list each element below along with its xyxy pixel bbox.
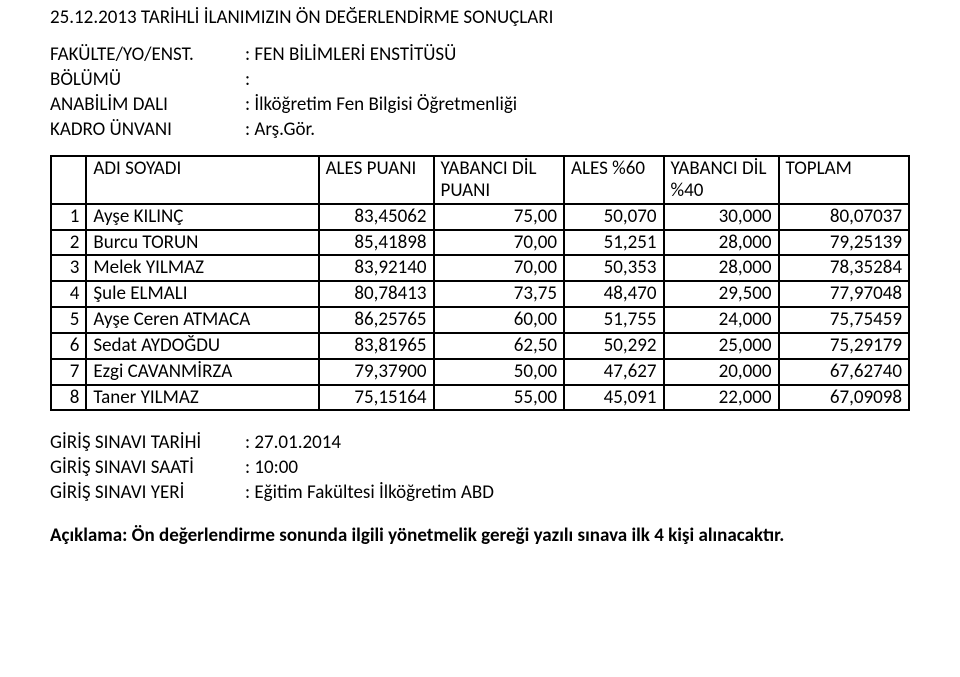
cell-p1: 75,15164	[319, 385, 434, 411]
meta-value: :	[245, 68, 250, 91]
cell-p3: 51,251	[564, 230, 664, 256]
cell-p5: 67,09098	[779, 385, 910, 411]
cell-p3: 50,292	[564, 333, 664, 359]
meta-label: GİRİŞ SINAVI SAATİ	[50, 456, 245, 479]
meta-label: FAKÜLTE/YO/ENST.	[50, 43, 245, 66]
cell-idx: 8	[51, 385, 86, 411]
cell-idx: 7	[51, 359, 86, 385]
meta-value: : 10:00	[245, 456, 298, 479]
col-header-p3: ALES %60	[564, 156, 664, 204]
cell-p5: 78,35284	[779, 255, 910, 281]
cell-p1: 86,25765	[319, 307, 434, 333]
cell-p3: 51,755	[564, 307, 664, 333]
cell-p3: 47,627	[564, 359, 664, 385]
cell-p2: 73,75	[434, 281, 564, 307]
meta-label: BÖLÜMÜ	[50, 68, 245, 91]
meta-value: : FEN BİLİMLERİ ENSTİTÜSÜ	[245, 43, 456, 66]
cell-p2: 75,00	[434, 204, 564, 230]
table-row: 6 Sedat AYDOĞDU 83,81965 62,50 50,292 25…	[51, 333, 909, 359]
cell-p1: 83,45062	[319, 204, 434, 230]
col-header-p1: ALES PUANI	[319, 156, 434, 204]
meta-row-kadro: KADRO ÜNVANI : Arş.Gör.	[50, 118, 910, 141]
cell-p4: 20,000	[664, 359, 779, 385]
table-row: 1 Ayşe KILINÇ 83,45062 75,00 50,070 30,0…	[51, 204, 909, 230]
meta-row-saat: GİRİŞ SINAVI SAATİ : 10:00	[50, 456, 910, 479]
cell-name: Ezgi CAVANMİRZA	[86, 359, 318, 385]
col-header-p2: YABANCI DİL PUANI	[434, 156, 564, 204]
table-header-row: ADI SOYADI ALES PUANI YABANCI DİL PUANI …	[51, 156, 909, 204]
cell-p1: 79,37900	[319, 359, 434, 385]
cell-idx: 6	[51, 333, 86, 359]
cell-p2: 55,00	[434, 385, 564, 411]
results-table: ADI SOYADI ALES PUANI YABANCI DİL PUANI …	[50, 155, 910, 411]
cell-p4: 28,000	[664, 255, 779, 281]
cell-p2: 70,00	[434, 255, 564, 281]
table-row: 7 Ezgi CAVANMİRZA 79,37900 50,00 47,627 …	[51, 359, 909, 385]
meta-row-yer: GİRİŞ SINAVI YERİ : Eğitim Fakültesi İlk…	[50, 481, 910, 504]
footnote: Açıklama: Ön değerlendirme sonunda ilgil…	[50, 524, 910, 547]
meta-row-tarih: GİRİŞ SINAVI TARİHİ : 27.01.2014	[50, 431, 910, 454]
meta-label: KADRO ÜNVANI	[50, 118, 245, 141]
cell-p2: 60,00	[434, 307, 564, 333]
cell-name: Burcu TORUN	[86, 230, 318, 256]
col-header-p4: YABANCI DİL %40	[664, 156, 779, 204]
page-title: 25.12.2013 TARİHLİ İLANIMIZIN ÖN DEĞERLE…	[50, 6, 910, 29]
col-header-p5: TOPLAM	[779, 156, 910, 204]
cell-p2: 62,50	[434, 333, 564, 359]
table-row: 5 Ayşe Ceren ATMACA 86,25765 60,00 51,75…	[51, 307, 909, 333]
cell-p4: 28,000	[664, 230, 779, 256]
cell-p5: 75,75459	[779, 307, 910, 333]
cell-p2: 70,00	[434, 230, 564, 256]
meta-label: ANABİLİM DALI	[50, 93, 245, 116]
cell-idx: 5	[51, 307, 86, 333]
meta-row-fakulte: FAKÜLTE/YO/ENST. : FEN BİLİMLERİ ENSTİTÜ…	[50, 43, 910, 66]
cell-idx: 4	[51, 281, 86, 307]
meta-label: GİRİŞ SINAVI TARİHİ	[50, 431, 245, 454]
cell-p2: 50,00	[434, 359, 564, 385]
cell-p5: 75,29179	[779, 333, 910, 359]
cell-p5: 77,97048	[779, 281, 910, 307]
header-meta: FAKÜLTE/YO/ENST. : FEN BİLİMLERİ ENSTİTÜ…	[50, 43, 910, 141]
footer-meta: GİRİŞ SINAVI TARİHİ : 27.01.2014 GİRİŞ S…	[50, 431, 910, 504]
table-row: 2 Burcu TORUN 85,41898 70,00 51,251 28,0…	[51, 230, 909, 256]
cell-p3: 48,470	[564, 281, 664, 307]
cell-p3: 50,353	[564, 255, 664, 281]
cell-idx: 3	[51, 255, 86, 281]
cell-p3: 45,091	[564, 385, 664, 411]
cell-name: Sedat AYDOĞDU	[86, 333, 318, 359]
table-row: 3 Melek YILMAZ 83,92140 70,00 50,353 28,…	[51, 255, 909, 281]
cell-p5: 80,07037	[779, 204, 910, 230]
cell-p1: 83,81965	[319, 333, 434, 359]
cell-p1: 85,41898	[319, 230, 434, 256]
cell-p1: 80,78413	[319, 281, 434, 307]
meta-value: : Arş.Gör.	[245, 118, 315, 141]
cell-name: Melek YILMAZ	[86, 255, 318, 281]
cell-p4: 30,000	[664, 204, 779, 230]
cell-p4: 29,500	[664, 281, 779, 307]
cell-name: Taner YILMAZ	[86, 385, 318, 411]
cell-idx: 2	[51, 230, 86, 256]
cell-p5: 67,62740	[779, 359, 910, 385]
cell-p4: 25,000	[664, 333, 779, 359]
table-row: 8 Taner YILMAZ 75,15164 55,00 45,091 22,…	[51, 385, 909, 411]
table-body: 1 Ayşe KILINÇ 83,45062 75,00 50,070 30,0…	[51, 204, 909, 411]
col-header-name: ADI SOYADI	[86, 156, 318, 204]
cell-name: Ayşe Ceren ATMACA	[86, 307, 318, 333]
meta-row-bolumu: BÖLÜMÜ :	[50, 68, 910, 91]
table-row: 4 Şule ELMALI 80,78413 73,75 48,470 29,5…	[51, 281, 909, 307]
cell-p5: 79,25139	[779, 230, 910, 256]
cell-idx: 1	[51, 204, 86, 230]
col-header-idx	[51, 156, 86, 204]
cell-name: Ayşe KILINÇ	[86, 204, 318, 230]
meta-value: : İlköğretim Fen Bilgisi Öğretmenliği	[245, 93, 517, 116]
meta-value: : Eğitim Fakültesi İlköğretim ABD	[245, 481, 494, 504]
cell-name: Şule ELMALI	[86, 281, 318, 307]
cell-p1: 83,92140	[319, 255, 434, 281]
meta-label: GİRİŞ SINAVI YERİ	[50, 481, 245, 504]
meta-value: : 27.01.2014	[245, 431, 341, 454]
meta-row-anabilim: ANABİLİM DALI : İlköğretim Fen Bilgisi Ö…	[50, 93, 910, 116]
cell-p4: 24,000	[664, 307, 779, 333]
cell-p3: 50,070	[564, 204, 664, 230]
cell-p4: 22,000	[664, 385, 779, 411]
